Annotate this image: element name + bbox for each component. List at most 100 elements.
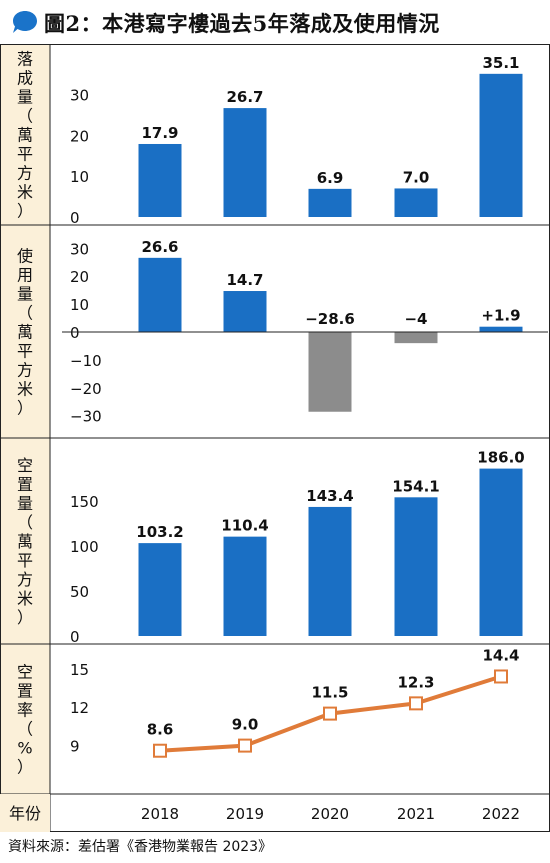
panel2-data-label: +1.9: [481, 307, 520, 325]
panel4-y-axis-label-char: （: [17, 720, 33, 739]
panel3-y-axis-label-char: 空: [17, 456, 33, 475]
panel2-bar: [479, 326, 523, 332]
panel2-y-axis-label-char: 平: [17, 342, 33, 361]
panel4-y-tick-label: 12: [70, 699, 89, 717]
panel1-y-axis-label-char: 成: [17, 69, 33, 88]
panel1-y-tick-label: 10: [70, 168, 89, 186]
panel1-bar: [223, 108, 267, 217]
panel2-bar: [394, 332, 438, 344]
panel1-data-label: 26.7: [226, 88, 263, 106]
speech-bubble-icon: [13, 11, 37, 33]
panel3-data-label: 186.0: [477, 449, 524, 467]
panel3-y-axis-label-char: 量: [17, 494, 33, 513]
panel2-y-axis-label-char: 方: [17, 361, 33, 380]
panel1-y-tick-label: 30: [70, 87, 89, 105]
panel1-y-axis-label-char: （: [17, 107, 33, 126]
panel3-y-axis-label-char: （: [17, 513, 33, 532]
x-tick-label: 2019: [226, 805, 264, 823]
x-tick-label: 2022: [482, 805, 520, 823]
panel4-point: [409, 696, 423, 711]
panel2-y-axis-label-char: 用: [17, 266, 33, 285]
panel1-bar: [308, 188, 352, 217]
panel2-data-label: 26.6: [141, 238, 178, 256]
panel4-data-label: 14.4: [482, 646, 519, 664]
panel3-y-tick-label: 0: [70, 628, 80, 646]
x-tick-label: 2021: [397, 805, 435, 823]
panel1-y-axis-label-char: 量: [17, 88, 33, 107]
panel1-y-axis-label-char: 萬: [17, 126, 33, 145]
source-note: 資料來源：差估署《香港物業報告 2023》: [8, 839, 273, 855]
panel4-y-tick-label: 9: [70, 738, 80, 756]
panel3-y-tick-label: 150: [70, 493, 99, 511]
x-tick-label: 2018: [141, 805, 179, 823]
panel3-y-axis-label-char: 方: [17, 570, 33, 589]
panel2-y-tick-label: 20: [70, 268, 89, 286]
panel2-y-tick-label: −30: [70, 408, 102, 426]
panel2-y-tick-label: 30: [70, 240, 89, 258]
panel3-bar: [223, 536, 267, 636]
panel2-y-axis-label-char: 米: [17, 380, 33, 399]
panel4-data-label: 11.5: [311, 684, 348, 702]
panel3-y-axis-label-char: 置: [17, 475, 33, 494]
panel3-bar: [308, 506, 352, 636]
panel2-bar: [308, 332, 352, 412]
panel3-y-tick-label: 50: [70, 583, 89, 601]
panel4-y-axis-label-char: 空: [17, 663, 33, 682]
panel2-data-label: −28.6: [305, 310, 355, 328]
panel4-data-label: 9.0: [232, 716, 259, 734]
panel1-y-axis-label-char: 米: [17, 183, 33, 202]
title-bar: 圖2：本港寫字樓過去5年落成及使用情況: [0, 0, 550, 44]
panel2-y-axis-label-char: 量: [17, 285, 33, 304]
panel2-bar: [138, 257, 182, 332]
panel1-y-axis-label-char: 平: [17, 145, 33, 164]
panel4-y-axis-label-char: %: [17, 739, 32, 758]
panel3-y-tick-label: 100: [70, 538, 99, 556]
panel3-y-axis-label-char: 萬: [17, 532, 33, 551]
panel4-point: [494, 669, 508, 684]
x-axis-label: 年份: [9, 804, 41, 823]
chart-frame: 落成量（萬平方米）落成量（萬平方米）010203017.926.76.97.03…: [0, 44, 550, 832]
panel2-y-axis-label-char: 使: [17, 247, 33, 266]
panel4-y-axis-label-char: 置: [17, 682, 33, 701]
panel1-data-label: 35.1: [482, 54, 519, 72]
panel2-y-axis-label-char: 萬: [17, 323, 33, 342]
label-column: [0, 44, 50, 794]
panel2-y-tick-label: 0: [70, 324, 80, 342]
panel4-point: [238, 738, 252, 753]
panel2-y-tick-label: −20: [70, 380, 102, 398]
panel3-data-label: 110.4: [221, 517, 268, 535]
panel3-y-axis-label-char: 米: [17, 589, 33, 608]
panel2-y-tick-label: 10: [70, 296, 89, 314]
panel1-y-axis-label-char: ）: [17, 202, 33, 221]
panel1-y-axis-label-char: 落: [17, 50, 33, 69]
x-tick-label: 2020: [311, 805, 349, 823]
panel4-point: [153, 743, 167, 758]
panel1-bar: [479, 73, 523, 217]
panel4-point: [323, 706, 337, 721]
panel1-y-tick-label: 20: [70, 127, 89, 145]
panel3-y-axis-label-char: 平: [17, 551, 33, 570]
panel2-data-label: −4: [404, 310, 427, 328]
panel2-y-axis-label-char: ）: [17, 399, 33, 418]
panel1-data-label: 7.0: [403, 168, 430, 186]
panel1-bar: [394, 188, 438, 217]
panel2-data-label: 14.7: [226, 271, 263, 289]
x-axis-label-cell: [0, 794, 50, 832]
panel3-data-label: 143.4: [306, 487, 353, 505]
panel2-y-tick-label: −10: [70, 352, 102, 370]
panel3-bar: [479, 468, 523, 636]
panel4-data-label: 8.6: [147, 721, 174, 739]
panel3-y-axis-label-char: ）: [17, 608, 33, 627]
chart-title: 圖2：本港寫字樓過去5年落成及使用情況: [44, 11, 440, 36]
panel3-bar: [138, 543, 182, 636]
panel1-y-tick-label: 0: [70, 209, 80, 227]
panel4-data-label: 12.3: [397, 673, 434, 691]
panel4-y-tick-label: 15: [70, 661, 89, 679]
panel3-data-label: 103.2: [136, 523, 183, 541]
panel1-data-label: 6.9: [317, 169, 344, 187]
panel3-data-label: 154.1: [392, 477, 439, 495]
panel4-y-axis-label-char: ）: [17, 758, 33, 777]
panel4-y-axis-label-char: 率: [17, 701, 33, 720]
panel1-data-label: 17.9: [141, 124, 178, 142]
panel1-bar: [138, 143, 182, 217]
